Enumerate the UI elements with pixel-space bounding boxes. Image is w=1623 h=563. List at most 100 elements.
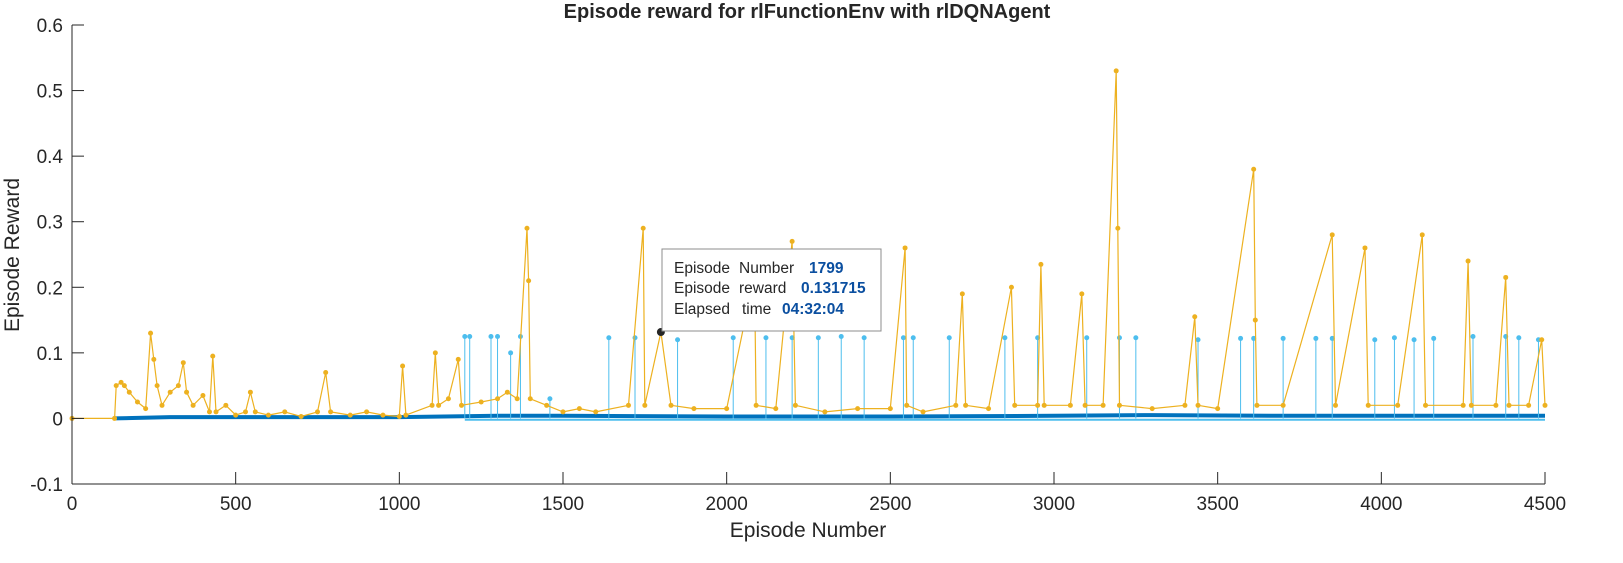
episode-reward-point <box>1035 402 1041 408</box>
episode-reward-point <box>1215 406 1221 412</box>
episode-reward-point <box>593 409 599 415</box>
episode-reward-point <box>247 389 253 395</box>
episode-reward-point <box>112 415 118 421</box>
episode-reward-point <box>822 409 828 415</box>
episode-reward-point <box>298 413 304 419</box>
episode-reward-point <box>526 278 532 284</box>
datatip-episode-number: 1799 <box>809 260 844 277</box>
series-layer <box>69 68 1548 421</box>
episode-reward-point <box>1362 245 1368 251</box>
q0-point <box>1251 335 1257 341</box>
episode-reward-point <box>959 291 965 297</box>
x-tick-label: 1500 <box>542 494 584 515</box>
episode-reward-point <box>1423 402 1429 408</box>
y-tick-label: 0.4 <box>37 147 64 168</box>
q0-point <box>1431 335 1437 341</box>
q0-point <box>1516 335 1522 341</box>
episode-reward-line <box>72 70 1546 419</box>
x-tick-label: 0 <box>67 494 78 515</box>
episode-reward-point <box>167 389 173 395</box>
q0-point <box>508 350 514 356</box>
episode-reward-point <box>1333 402 1339 408</box>
episode-reward-point <box>1503 274 1509 280</box>
episode-reward-point <box>184 389 190 395</box>
episode-reward-point <box>242 409 248 415</box>
episode-reward-point <box>668 402 674 408</box>
episode-reward-point <box>455 356 461 362</box>
episode-reward-point <box>495 396 501 402</box>
episode-reward-point <box>1254 402 1260 408</box>
episode-reward-point <box>206 409 212 415</box>
episode-reward-point <box>514 396 520 402</box>
episode-reward-point <box>143 406 149 412</box>
episode-reward-point <box>1082 402 1088 408</box>
q0-point <box>900 335 906 341</box>
q0-point <box>632 335 638 341</box>
q0-point <box>946 335 952 341</box>
q0-point <box>838 333 844 339</box>
x-tick-label: 4500 <box>1524 494 1566 515</box>
episode-reward-point <box>323 370 329 376</box>
y-axis-label: Episode Reward <box>1 178 24 332</box>
episode-reward-point <box>233 412 239 418</box>
episode-reward-point <box>1115 225 1121 231</box>
episode-reward-point <box>210 353 216 359</box>
episode-reward-point <box>920 409 926 415</box>
x-tick-label: 1000 <box>378 494 420 515</box>
episode-reward-point <box>1395 402 1401 408</box>
q0-point <box>1329 335 1335 341</box>
q0-point <box>789 335 795 341</box>
x-tick-label: 500 <box>220 494 252 515</box>
episode-reward-point <box>792 402 798 408</box>
y-tick-label: 0.3 <box>37 213 63 234</box>
series-episode-q0 <box>462 333 1545 421</box>
episode-reward-point <box>504 389 510 395</box>
q0-point <box>495 333 501 339</box>
episode-reward-point <box>753 402 759 408</box>
episode-reward-point <box>789 238 795 244</box>
episode-reward-point <box>1008 284 1014 290</box>
episode-reward-point <box>154 383 160 389</box>
q0-point <box>488 333 494 339</box>
episode-reward-point <box>1468 402 1474 408</box>
episode-reward-point <box>400 363 406 369</box>
datatip-episode-reward: 0.131715 <box>801 280 866 297</box>
y-tick-label: -0.1 <box>30 475 63 496</box>
episode-reward-point <box>1419 232 1425 238</box>
episode-reward-point <box>315 409 320 415</box>
episode-reward-point <box>642 402 648 408</box>
datatip-box <box>661 248 882 332</box>
episode-reward-point <box>445 396 451 402</box>
episode-reward-point <box>159 402 165 408</box>
datatip[interactable]: Episode Number 1799 Episode reward 0.131… <box>656 248 882 337</box>
q0-point <box>1002 335 1008 341</box>
episode-reward-point <box>1539 337 1545 343</box>
episode-reward-point <box>904 402 910 408</box>
episode-reward-point <box>625 402 631 408</box>
episode-reward-point <box>396 413 402 419</box>
episode-reward-point <box>1195 402 1201 408</box>
episode-reward-point <box>148 330 154 336</box>
episode-reward-point <box>180 360 186 366</box>
q0-point <box>1372 337 1378 343</box>
q0-point <box>861 335 867 341</box>
episode-reward-point <box>855 406 861 412</box>
datatip-elapsed-label: Elapsed <box>674 301 730 318</box>
episode-reward-point <box>1149 406 1155 412</box>
x-tick-label: 4000 <box>1360 494 1402 515</box>
y-tick-label: 0.5 <box>37 82 63 103</box>
episode-reward-point <box>1506 402 1512 408</box>
datatip-elapsed-time: 04:32:04 <box>782 301 844 318</box>
x-ticks: 0 500 1000 1500 2000 2500 3000 3500 4000 4500 <box>67 472 1566 515</box>
q0-point <box>1195 337 1201 343</box>
episode-reward-point <box>380 412 386 418</box>
q0-point <box>1084 335 1090 341</box>
q0-point <box>910 335 916 341</box>
q0-point <box>606 335 612 341</box>
episode-reward-point <box>1182 402 1188 408</box>
episode-reward-point <box>1280 402 1286 408</box>
q0-point <box>1411 337 1417 343</box>
episode-reward-point <box>724 406 730 412</box>
axes <box>71 25 1545 485</box>
